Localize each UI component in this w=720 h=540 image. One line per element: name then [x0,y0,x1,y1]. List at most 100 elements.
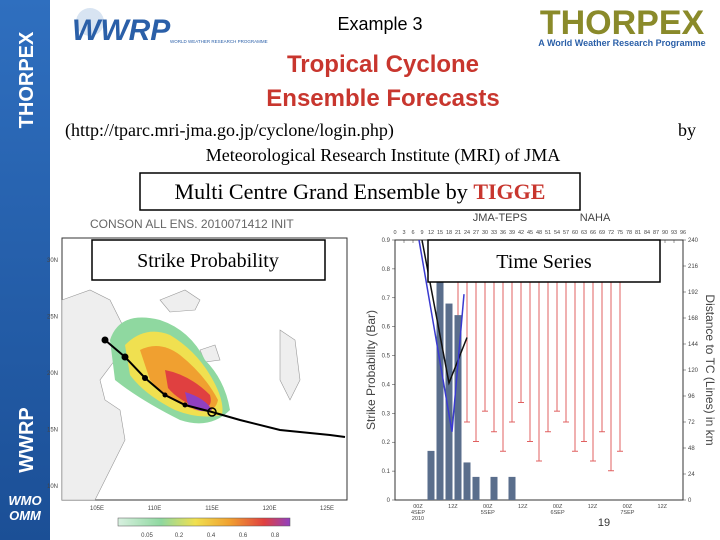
wwrp-logo: WWRP [72,14,171,47]
bar [490,476,498,500]
x-tick-label: 3 [402,230,405,236]
x-tick-label: 30 [482,230,488,236]
bar [445,303,453,500]
time-label: 00Z [413,504,423,510]
y2-tick-label: 144 [688,342,699,348]
y-tick-label: 0.5 [382,354,391,360]
x-tick-label: 6 [411,230,414,236]
x-tick-label: 93 [671,230,677,236]
lat-tick-label: 25N [47,315,58,321]
x-tick-label: 54 [554,230,560,236]
legend-tick-label: 0.2 [175,533,184,539]
thorpex-logo: THORPEX [540,4,705,42]
colorbar [117,517,291,527]
bar [508,476,516,500]
time-label: 12Z [518,504,528,510]
wwrp-sub: WORLD WEATHER RESEARCH PROGRAMME [170,39,268,44]
x-tick-label: 33 [491,230,497,236]
side-wwrp: WWRP [16,407,38,473]
wmo: WMO [8,493,41,508]
y2-tick-label: 72 [688,420,695,426]
lon-tick-label: 110E [148,506,162,512]
map-label: Strike Probability [137,250,279,272]
ts-label-box [427,239,661,283]
time-label: 2010 [412,516,424,522]
track [104,339,346,438]
y-tick-label: 0.4 [382,382,391,388]
x-tick-label: 15 [437,230,443,236]
y2-axis-title: Distance to TC (Lines) in km [703,294,717,445]
banner: Multi Centre Grand Ensemble by TIGGE [175,179,546,204]
y-axis-title: Strike Probability (Bar) [364,310,378,430]
x-tick-label: 45 [527,230,533,236]
x-tick-label: 18 [446,230,452,236]
time-label: 7SEP [620,510,634,516]
y-tick-label: 0 [387,498,391,504]
map-label-box [91,239,326,281]
y-tick-label: 0.8 [382,267,391,273]
time-label: 12Z [658,504,668,510]
x-tick-label: 75 [617,230,623,236]
y2-tick-label: 240 [688,238,699,244]
legend-tick-label: 0.4 [207,533,216,539]
x-tick-label: 60 [572,230,578,236]
legend-tick-label: 0.6 [239,533,248,539]
institute: Meteorological Research Institute (MRI) … [206,145,560,166]
x-tick-label: 21 [455,230,461,236]
lon-tick-label: 120E [262,506,276,512]
bar [436,245,444,500]
bar [454,315,462,500]
ts-label: Time Series [496,251,592,273]
y-tick-label: 0.7 [382,296,391,302]
time-label: 6SEP [551,510,565,516]
time-label: 00Z [623,504,633,510]
lon-tick-label: 105E [90,506,104,512]
x-tick-label: 39 [509,230,515,236]
x-tick-label: 9 [420,230,423,236]
x-tick-label: 57 [563,230,569,236]
map: CONSON ALL ENS. 2010071412 INIT 30N 25N 20… [47,217,348,539]
lat-tick-label: 30N [47,258,58,264]
source-link[interactable]: (http://tparc.mri-jma.go.jp/cyclone/logi… [65,120,394,141]
x-tick-label: 66 [590,230,596,236]
distance-line [421,239,468,386]
banner-text: Multi Centre Grand Ensemble by [175,179,474,204]
y-tick-label: 0.1 [382,469,391,475]
time-label: 4SEP [411,510,425,516]
y2-tick-label: 192 [688,290,699,296]
legend-tick-label: 0.05 [141,533,153,539]
map-header: CONSON ALL ENS. 2010071412 INIT [90,217,294,231]
y-tick-label: 0.3 [382,411,391,417]
x-tick-label: 78 [626,230,632,236]
omm: OMM [9,508,42,523]
y-tick-label: 0.2 [382,440,391,446]
x-tick-label: 96 [680,230,686,236]
y2-tick-label: 24 [688,472,695,478]
bar [472,476,480,500]
x-tick-label: 63 [581,230,587,236]
x-tick-label: 81 [635,230,641,236]
x-tick-label: 42 [518,230,524,236]
x-tick-label: 51 [545,230,551,236]
model-label: JMA-TEPS [473,212,527,224]
example-label: Example 3 [337,14,422,34]
bar [427,450,435,500]
time-label: 12Z [448,504,458,510]
distance-line [418,239,465,432]
page-number: 19 [598,517,610,529]
time-label: 5SEP [481,510,495,516]
y2-tick-label: 120 [688,368,699,374]
x-tick-label: 84 [644,230,650,236]
lat-tick-label: 15N [47,428,58,434]
banner-box [139,172,581,211]
y2-tick-label: 168 [688,316,699,322]
legend-tick-label: 0.8 [271,533,280,539]
y-tick-label: 0.9 [382,238,391,244]
bar [463,462,471,500]
y2-tick-label: 216 [688,264,699,270]
lat-tick-label: 10N [47,484,58,490]
side-band [0,0,50,540]
x-tick-label: 48 [536,230,542,236]
y-tick-label: 0.6 [382,325,391,331]
